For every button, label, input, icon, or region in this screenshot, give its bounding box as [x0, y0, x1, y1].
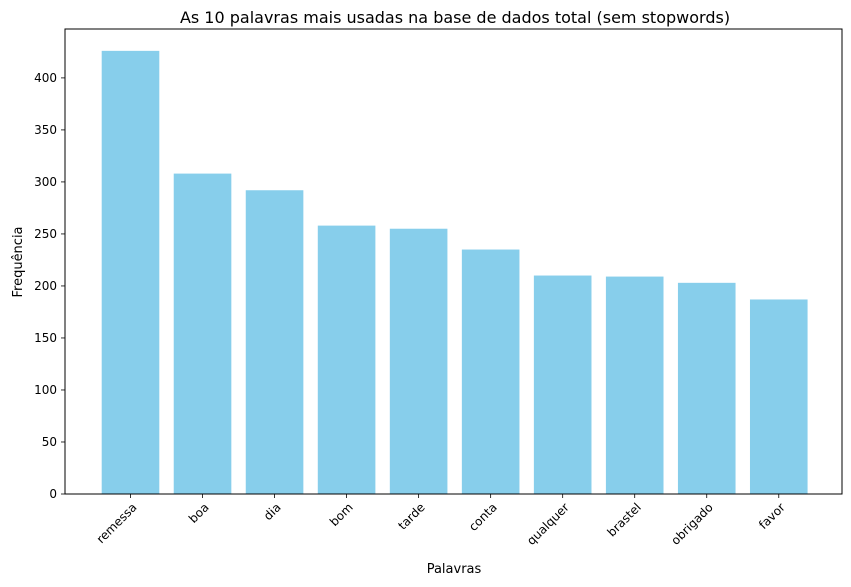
bar-obrigado: [677, 282, 736, 494]
x-axis-label: Palavras: [427, 562, 482, 577]
y-tick-label: 150: [34, 331, 57, 345]
bar-dia: [245, 190, 304, 495]
bar-boa: [173, 173, 232, 494]
bars-group: [101, 50, 808, 495]
y-tick-label: 50: [42, 435, 57, 449]
x-tick-label: favor: [756, 500, 788, 532]
x-tick-label: obrigado: [668, 500, 715, 547]
y-tick-label: 0: [49, 487, 57, 501]
y-tick-label: 400: [34, 71, 57, 85]
bar-qualquer: [533, 275, 592, 494]
x-tick-label: brastel: [605, 500, 644, 539]
bar-brastel: [605, 276, 664, 494]
x-axis: remessa boa dia bom tarde conta qualquer braste…: [94, 494, 788, 548]
x-tick-label: qualquer: [524, 500, 572, 548]
x-tick-label: tarde: [395, 500, 427, 532]
x-tick-label: boa: [186, 500, 212, 526]
y-tick-label: 350: [34, 123, 57, 137]
y-axis-label: Frequência: [11, 226, 26, 297]
y-axis: 0 50 100 150 200 250 300 350 400: [34, 71, 65, 501]
x-tick-label: remessa: [94, 500, 140, 546]
bar-remessa: [101, 50, 160, 494]
bar-bom: [317, 225, 376, 495]
x-tick-label: dia: [261, 500, 284, 523]
bar-favor: [749, 299, 808, 494]
chart-title: As 10 palavras mais usadas na base de da…: [180, 8, 730, 27]
x-tick-label: conta: [466, 500, 500, 534]
bar-tarde: [389, 228, 448, 495]
bar-conta: [461, 249, 520, 494]
y-tick-label: 200: [34, 279, 57, 293]
plot-frame: [64, 28, 843, 495]
y-tick-label: 250: [34, 227, 57, 241]
x-tick-label: bom: [327, 500, 356, 529]
y-tick-label: 300: [34, 175, 57, 189]
y-tick-label: 100: [34, 383, 57, 397]
